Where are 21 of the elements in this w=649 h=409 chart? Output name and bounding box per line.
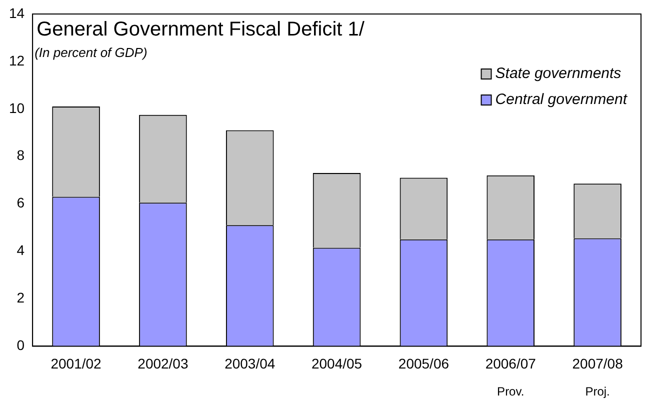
y-tick-label: 4 <box>16 242 25 258</box>
y-tick-label: 6 <box>16 194 25 211</box>
x-tick-label: 2005/06 <box>398 355 450 372</box>
y-tick-label: 14 <box>8 4 25 21</box>
x-tick-label: 2004/05 <box>311 355 362 372</box>
y-tick-label: 8 <box>16 147 25 164</box>
legend-label: State governments <box>495 65 622 82</box>
legend-label: Central government <box>495 91 628 108</box>
x-tick-label: 2003/04 <box>224 355 276 372</box>
y-tick-label: 10 <box>8 100 25 116</box>
y-tick-label: 2 <box>16 290 25 306</box>
x-tick-label: 2001/02 <box>50 355 102 372</box>
x-tick-label: 2007/08 <box>572 355 624 372</box>
chart-title: General Government Fiscal Deficit 1/ <box>36 18 365 41</box>
text: Proj. <box>585 384 610 399</box>
y-tick-label: 12 <box>8 52 25 68</box>
y-tick-label: 0 <box>16 337 25 354</box>
x-tick-label: 2006/07 <box>485 355 536 372</box>
x-tick-label: 2002/03 <box>138 355 188 372</box>
text: Prov. <box>497 384 524 399</box>
text: (In percent of GDP) <box>34 45 148 60</box>
